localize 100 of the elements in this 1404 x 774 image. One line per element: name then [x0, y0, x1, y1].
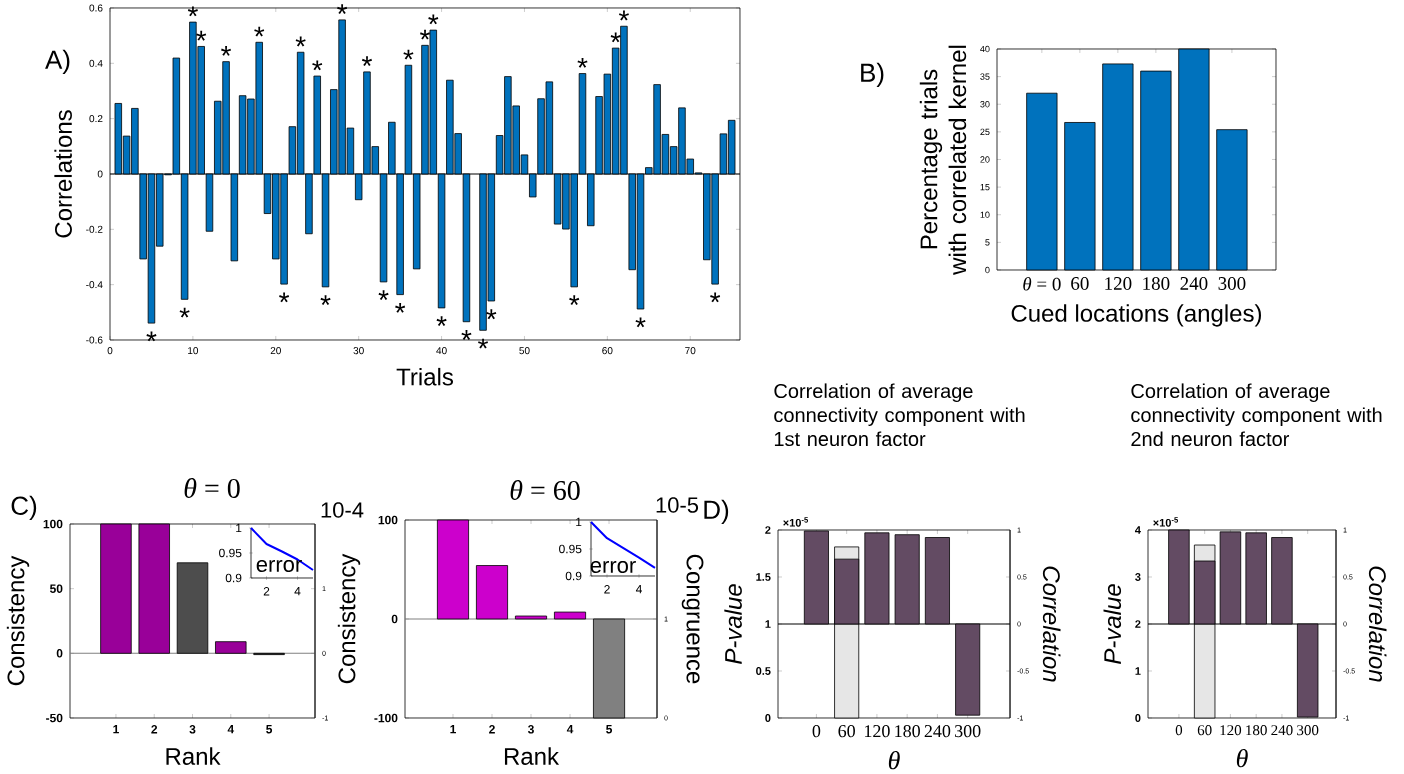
annotation: * — [179, 307, 190, 318]
y-tick-label: 0.4 — [89, 59, 103, 67]
bar — [476, 565, 508, 620]
x-tick-label: 120 — [1220, 725, 1242, 736]
x-axis-title: θ — [1236, 748, 1248, 768]
y-tick-label: 0 — [985, 266, 990, 274]
x-tick-label: 2 — [263, 587, 270, 596]
y-tick-label: 0.9 — [565, 571, 582, 581]
text: A) — [45, 49, 70, 75]
text: ×10$^{-5}$ — [783, 517, 809, 527]
y-tick-label: 0 — [765, 714, 771, 722]
x-tick-label: 300 — [1297, 725, 1319, 736]
x-tick-label: 0 — [1175, 725, 1183, 736]
annotation: error — [590, 560, 636, 574]
y-tick-label: 2 — [765, 526, 771, 534]
bar — [215, 641, 247, 654]
annotation: * — [577, 57, 588, 68]
bar — [176, 562, 209, 654]
y-tick-label: 1 — [765, 620, 771, 628]
x-tick-label: θ = 0 — [1023, 277, 1061, 291]
y-tick-label: 0.5 — [756, 667, 771, 675]
text: C) — [11, 495, 37, 521]
y-axis-title: Consistency — [337, 553, 361, 684]
x-tick-label: 60 — [1197, 725, 1212, 736]
y-tick-label: -0.4 — [86, 281, 103, 289]
y-tick-label: 0 — [56, 649, 63, 658]
y-tick-label: 15 — [980, 183, 990, 191]
y-tick-label: 30 — [980, 101, 990, 108]
x-tick-label: 1 — [113, 725, 119, 734]
annotation: * — [312, 60, 323, 71]
y2-axis-title: Correlation — [1042, 566, 1061, 682]
x-tick-label: 2 — [489, 725, 495, 734]
annotation: * — [403, 49, 414, 60]
x-tick-label: 3 — [189, 725, 196, 734]
annotation: * — [279, 292, 290, 303]
x-tick-label: 180 — [1246, 725, 1267, 736]
x-axis-title: Rank — [166, 747, 221, 765]
y-tick-label: 100 — [43, 519, 63, 529]
x-tick-label: 4 — [635, 585, 643, 594]
x-tick-label: 5 — [266, 725, 273, 734]
annotation: * — [320, 295, 331, 306]
annotation: * — [618, 10, 629, 21]
x-tick-label: 40 — [436, 347, 447, 355]
y-tick-label: 100 — [378, 515, 398, 525]
annotation: * — [436, 316, 447, 327]
annotation: * — [569, 295, 580, 306]
y-tick-label: 0 — [391, 614, 398, 624]
y2-axis-title: Congruence — [681, 554, 704, 684]
y-tick-label: 1.5 — [756, 573, 771, 581]
x-tick-label: 60 — [602, 347, 613, 355]
y-tick-label: -0.2 — [86, 225, 103, 233]
annotation: * — [295, 36, 306, 47]
y-tick-label: 0 — [1135, 714, 1141, 722]
x-tick-label: 50 — [519, 347, 530, 355]
y-tick-label: 1 — [1135, 667, 1141, 675]
annotation: * — [461, 330, 472, 340]
y-tick-label: 25 — [980, 128, 990, 136]
x-tick-label: 120 — [1105, 277, 1132, 290]
x-tick-label: 60 — [838, 725, 855, 738]
chart-title: Correlation of average connectivity component with 2nd neuron factor — [1131, 383, 1382, 447]
text: 10-4 — [321, 502, 364, 518]
x-tick-label: 20 — [270, 347, 281, 355]
annotation: error — [256, 559, 302, 573]
text: ×10$^{-5}$ — [1153, 517, 1179, 527]
text: 10-5 — [656, 497, 699, 513]
y-axis-title: P-value — [1103, 584, 1122, 664]
x-axis-title: θ — [888, 750, 900, 770]
x-tick-label: 2 — [151, 725, 158, 734]
x-tick-label: 0 — [812, 725, 821, 738]
y-tick-label: 1 — [236, 523, 242, 533]
text: D) — [704, 499, 729, 525]
y-tick-label: 10 — [980, 211, 990, 218]
y-axis-title: P-value — [724, 584, 742, 664]
x-tick-label: 240 — [924, 725, 951, 738]
annotation: * — [635, 317, 646, 328]
x-tick-label: 0 — [107, 347, 113, 355]
annotation: * — [378, 290, 389, 301]
x-tick-label: 240 — [1271, 725, 1293, 736]
x-tick-label: 4 — [294, 587, 301, 596]
y-tick-label: 35 — [980, 73, 990, 80]
x-axis-title: Cued locations (angles) — [1011, 304, 1261, 327]
x-tick-label: 5 — [606, 725, 613, 734]
y-tick-label: 0.95 — [219, 548, 242, 558]
y-tick-label: 0.95 — [559, 544, 582, 554]
y-axis-title: Correlations — [54, 110, 72, 238]
x-tick-label: 180 — [895, 725, 920, 738]
x-tick-label: 300 — [1218, 277, 1246, 290]
bar — [554, 611, 587, 620]
annotation: * — [254, 26, 265, 37]
y-axis-title: Consistency — [6, 555, 30, 686]
x-tick-label: 120 — [864, 725, 890, 738]
annotation: * — [710, 292, 721, 303]
annotation: * — [221, 46, 232, 56]
annotation: * — [395, 302, 406, 313]
y-tick-label: 0.9 — [225, 573, 242, 583]
x-tick-label: 300 — [955, 725, 981, 738]
x-tick-label: 30 — [353, 347, 364, 355]
chart-title: Correlation of average connectivity component with 1st neuron factor — [774, 383, 1025, 447]
x-tick-label: 1 — [450, 725, 456, 734]
y-tick-label: 0.6 — [89, 4, 103, 12]
